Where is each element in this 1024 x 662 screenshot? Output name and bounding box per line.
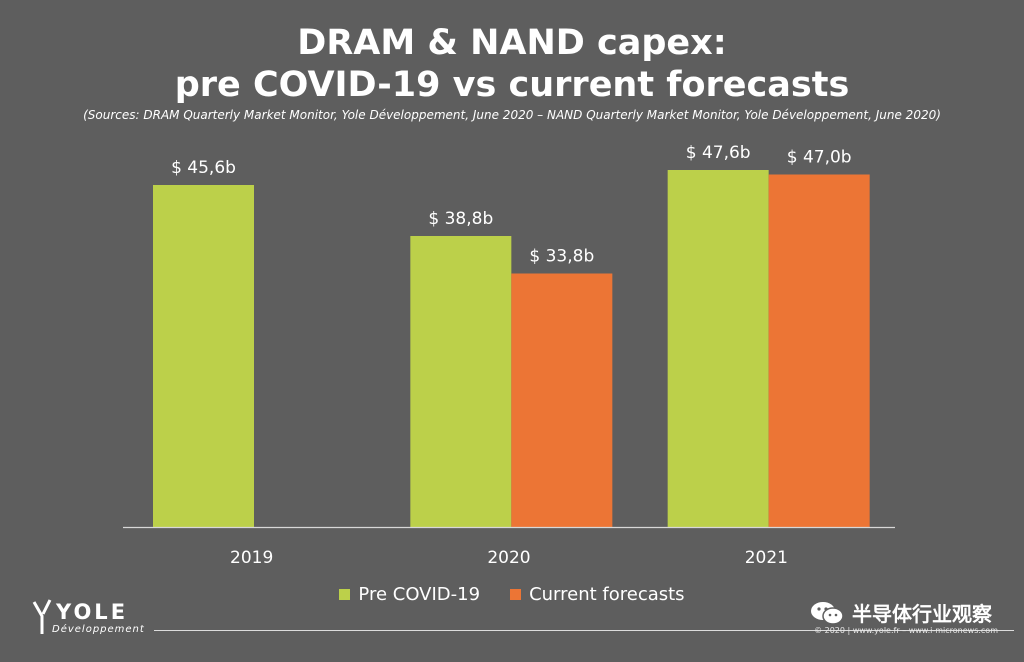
legend-item-pre: Pre COVID-19 — [339, 584, 480, 605]
logo-name: YOLE — [56, 600, 129, 624]
data-label-2021-current: $ 47,0b — [787, 148, 852, 168]
data-label-2019-pre: $ 45,6b — [171, 158, 236, 178]
bar-2021-pre — [667, 170, 769, 527]
legend-label-pre: Pre COVID-19 — [358, 584, 481, 605]
chart-title: DRAM & NAND capex: pre COVID-19 vs curre… — [0, 22, 1024, 106]
legend-swatch-current — [510, 589, 522, 600]
legend-label-current: Current forecasts — [529, 584, 685, 605]
data-label-2020-current: $ 33,8b — [529, 247, 594, 267]
chart-legend: Pre COVID-19 Current forecasts — [0, 584, 1024, 605]
data-label-2020-pre: $ 38,8b — [428, 209, 493, 229]
bar-2019-pre — [153, 185, 254, 527]
legend-swatch-pre — [339, 589, 351, 600]
watermark: 半导体行业观察 — [810, 598, 992, 627]
yole-logo-icon — [32, 599, 52, 634]
chart-sources: (Sources: DRAM Quarterly Market Monitor,… — [83, 108, 941, 122]
wechat-icon — [811, 601, 844, 625]
watermark-text: 半导体行业观察 — [852, 602, 992, 626]
legend-item-current: Current forecasts — [510, 584, 685, 605]
bar-2020-current — [511, 273, 613, 527]
x-tick-label-2021: 2021 — [745, 548, 788, 568]
x-tick-label-2020: 2020 — [487, 548, 530, 568]
footer-divider — [154, 630, 1014, 631]
title-line-2: pre COVID-19 vs current forecasts — [174, 65, 850, 105]
copyright: © 2020 | www.yole.fr – www.i-micronews.c… — [814, 626, 998, 635]
bar-2020-pre — [410, 236, 512, 527]
title-line-1: DRAM & NAND capex: — [297, 23, 727, 63]
x-tick-label-2019: 2019 — [230, 548, 273, 568]
logo-subtitle: Développement — [52, 624, 145, 635]
bar-2021-current — [768, 174, 870, 527]
data-label-2021-pre: $ 47,6b — [686, 143, 751, 163]
